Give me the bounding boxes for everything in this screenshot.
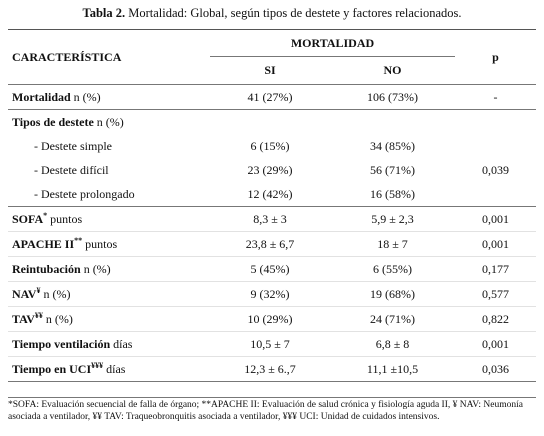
cell-p: 0,001	[455, 331, 536, 357]
cell-p: 0,577	[455, 281, 536, 307]
sub-row: - Destete simple 6 (15%) 34 (85%) 0,039	[8, 134, 536, 207]
row: Tiempo ventilación días 10,5 ± 7 6,8 ± 8 0,…	[8, 331, 536, 357]
row-sup: **	[74, 236, 83, 245]
cell-p: 0,001	[455, 231, 536, 257]
row-name: Reintubación	[12, 261, 81, 276]
cell-si: 23 (29%)	[247, 162, 293, 177]
header-p: p	[455, 29, 536, 85]
row: Mortalidad n (%) 41 (27%) 106 (73%) -	[8, 84, 536, 110]
row-label: Mortalidad n (%)	[8, 84, 210, 110]
cell-no: 56 (71%)	[370, 162, 415, 177]
sub-row-label: - Destete difícil	[34, 162, 109, 177]
row-label: Tipos de destete n (%)	[8, 110, 210, 135]
cell-p: 0,036	[455, 356, 536, 382]
row-label: Tiempo en UCI¥¥¥ días	[8, 356, 210, 382]
cell-no: 16 (58%)	[330, 182, 455, 207]
row-name: Mortalidad	[12, 89, 71, 104]
cell-no: 19 (68%)	[330, 281, 455, 307]
cell-no: 6,8 ± 8	[330, 331, 455, 357]
row-name: SOFA	[12, 212, 44, 226]
row-name: APACHE II	[12, 237, 75, 251]
cell-no: 106 (73%)	[330, 84, 455, 110]
row: Tipos de destete n (%)	[8, 110, 536, 135]
row-name: Tipos de destete	[12, 114, 94, 129]
row-sup: ¥¥¥	[91, 361, 104, 370]
row-name: Tiempo ventilación	[12, 336, 111, 351]
cell-p: -	[455, 84, 536, 110]
row-unit: días	[106, 362, 126, 376]
table: CARACTERÍSTICA MORTALIDAD p SI NO Mortal…	[8, 29, 536, 382]
row-sup: ¥	[36, 286, 41, 295]
row-label: SOFA* puntos	[8, 206, 210, 232]
row-name: Tiempo en UCI	[12, 362, 92, 376]
cell-p: 0,177	[455, 256, 536, 282]
row-unit: n (%)	[83, 261, 111, 276]
cell-si: 9 (32%)	[210, 281, 330, 307]
cell-no	[330, 110, 455, 135]
sub-row: - Destete prolongado 12 (42%) 16 (58%)	[8, 182, 536, 207]
row-unit: n (%)	[43, 287, 71, 301]
cell-si: 12 (42%)	[210, 182, 330, 207]
cell-si: 12,3 ± 6.,7	[210, 356, 330, 382]
row-unit: n (%)	[96, 114, 124, 129]
row-label: Reintubación n (%)	[8, 256, 210, 282]
header-characteristic: CARACTERÍSTICA	[8, 29, 210, 85]
row-unit: puntos	[50, 212, 83, 226]
cell-p: 0,039	[455, 134, 536, 207]
row-sup: ¥¥	[34, 311, 43, 320]
row-name: TAV	[12, 312, 35, 326]
header-no: NO	[330, 56, 455, 85]
row-label: APACHE II** puntos	[8, 231, 210, 257]
row-unit: puntos	[85, 237, 118, 251]
cell-no: 11,1 ±10,5	[330, 356, 455, 382]
row: SOFA* puntos 8,3 ± 3 5,9 ± 2,3 0,001	[8, 206, 536, 232]
caption-text: Mortalidad: Global, según tipos de deste…	[128, 6, 462, 20]
row-sup: *	[43, 211, 48, 220]
cell-si: 10,5 ± 7	[210, 331, 330, 357]
cell-si: 41 (27%)	[210, 84, 330, 110]
sub-row-label: - Destete simple	[34, 138, 112, 153]
caption-label: Tabla 2.	[82, 6, 126, 20]
row: NAV¥ n (%) 9 (32%) 19 (68%) 0,577	[8, 281, 536, 307]
cell-si: 8,3 ± 3	[210, 206, 330, 232]
header-si: SI	[210, 56, 330, 85]
row-label: Tiempo ventilación días	[8, 331, 210, 357]
cell-no: 24 (71%)	[330, 306, 455, 332]
row-unit: días	[113, 336, 133, 351]
cell-no: 18 ± 7	[330, 231, 455, 257]
header-group: MORTALIDAD	[210, 29, 455, 57]
footnote: *SOFA: Evaluación secuencial de falla de…	[8, 397, 536, 423]
row-label: TAV¥¥ n (%)	[8, 306, 210, 332]
row: Reintubación n (%) 5 (45%) 6 (55%) 0,177	[8, 256, 536, 282]
cell-p: 0,001	[455, 206, 536, 232]
cell-p	[455, 110, 536, 135]
row-unit: n (%)	[73, 89, 101, 104]
row: TAV¥¥ n (%) 10 (29%) 24 (71%) 0,822	[8, 306, 536, 332]
sub-row: - Destete difícil 23 (29%) 56 (71%)	[8, 158, 536, 182]
row-name: NAV	[12, 287, 37, 301]
cell-si: 5 (45%)	[210, 256, 330, 282]
row-label: NAV¥ n (%)	[8, 281, 210, 307]
row: APACHE II** puntos 23,8 ± 6,7 18 ± 7 0,001	[8, 231, 536, 257]
cell-no: 6 (55%)	[330, 256, 455, 282]
cell-si: 6 (15%)	[250, 138, 290, 153]
cell-si	[210, 110, 330, 135]
cell-no: 34 (85%)	[370, 138, 415, 153]
cell-no: 5,9 ± 2,3	[330, 206, 455, 232]
row-unit: n (%)	[45, 312, 73, 326]
cell-p: 0,822	[455, 306, 536, 332]
cell-si: 23,8 ± 6,7	[210, 231, 330, 257]
caption: Tabla 2. Mortalidad: Global, según tipos…	[0, 6, 544, 21]
cell-si: 10 (29%)	[210, 306, 330, 332]
sub-row-label: - Destete prolongado	[8, 182, 210, 207]
row: Tiempo en UCI¥¥¥ días 12,3 ± 6.,7 11,1 ±10…	[8, 356, 536, 382]
